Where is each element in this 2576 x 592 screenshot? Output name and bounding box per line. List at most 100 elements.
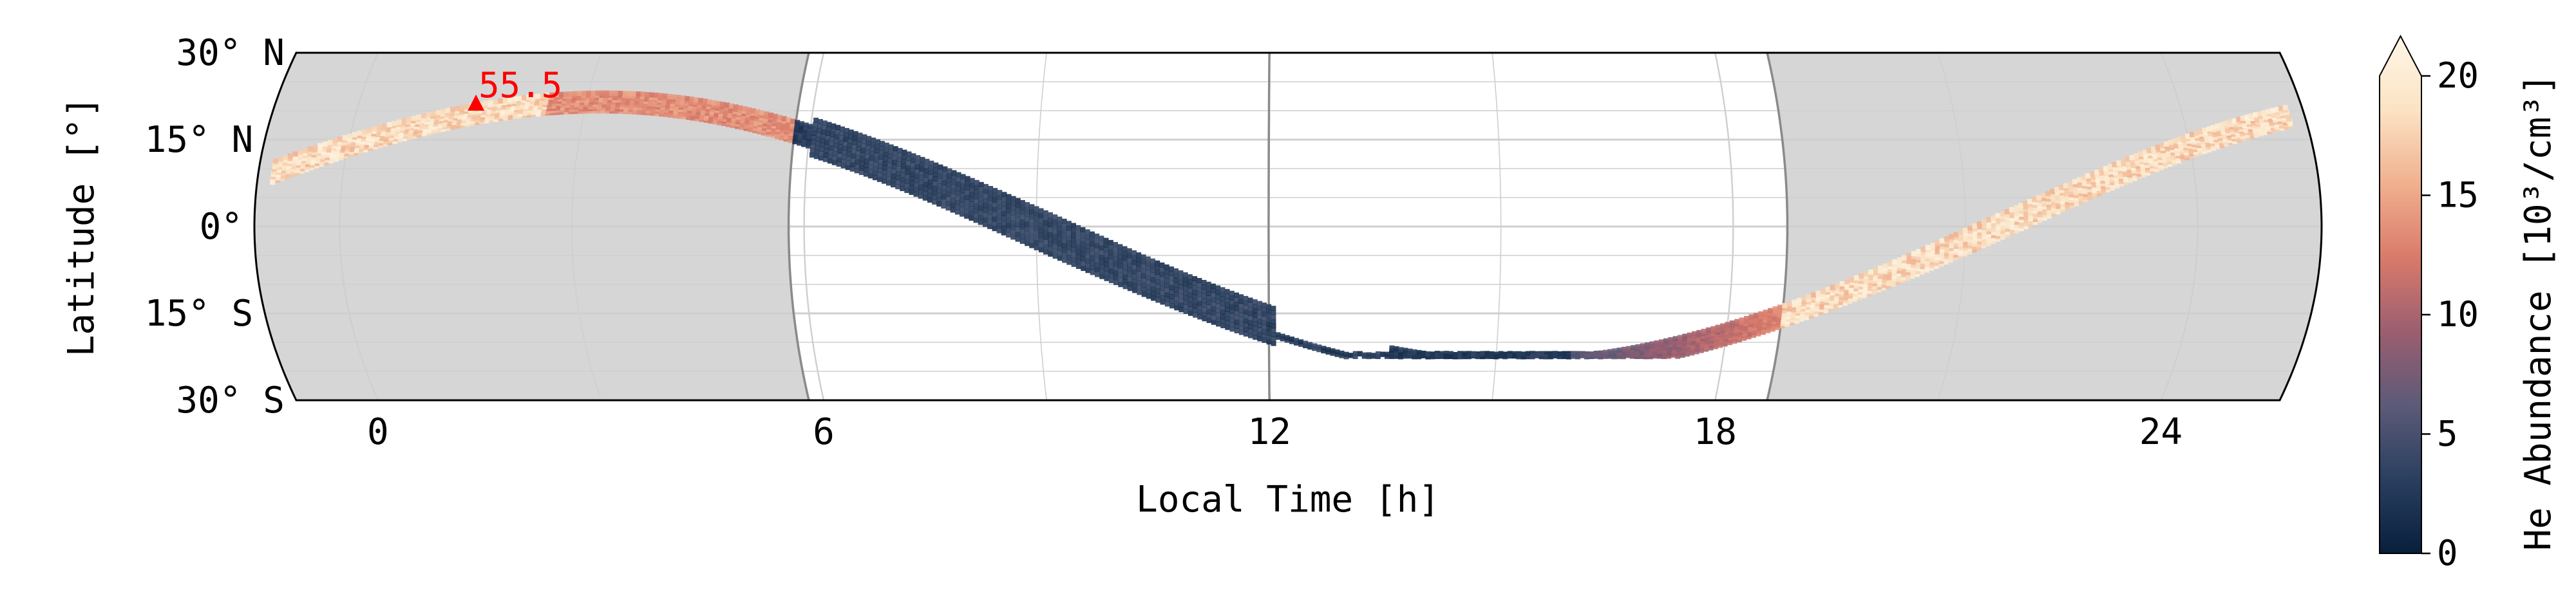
data-point: [983, 222, 988, 227]
data-point: [1001, 221, 1007, 226]
data-point: [1253, 308, 1258, 313]
data-point: [1244, 318, 1249, 323]
data-point: [1188, 274, 1193, 279]
data-point: [883, 161, 888, 166]
data-point: [997, 199, 1002, 205]
data-point: [1426, 351, 1431, 356]
data-point: [1155, 274, 1160, 279]
data-point: [1358, 351, 1363, 356]
data-point: [1257, 319, 1262, 324]
data-point: [987, 214, 992, 219]
data-point: [1244, 322, 1249, 328]
data-point: [902, 150, 907, 155]
data-point: [1811, 293, 1816, 298]
data-point: [1949, 234, 1954, 239]
data-point: [983, 217, 988, 222]
data-point: [1179, 307, 1184, 312]
data-point: [1164, 264, 1170, 270]
data-point: [1276, 332, 1281, 337]
data-point: [896, 162, 902, 167]
data-point: [1963, 228, 1968, 233]
data-point: [992, 188, 998, 193]
data-point: [1062, 238, 1067, 243]
data-point: [924, 168, 929, 173]
data-point: [421, 113, 426, 118]
data-point: [1991, 215, 1996, 220]
data-point: [1617, 347, 1622, 353]
data-point: [914, 187, 919, 192]
data-point: [1081, 237, 1086, 242]
data-point: [1589, 352, 1595, 357]
data-point: [1239, 326, 1244, 331]
data-point: [889, 144, 894, 149]
data-point: [896, 180, 901, 185]
data-point: [1266, 317, 1271, 322]
data-point: [1085, 234, 1090, 239]
data-point: [965, 176, 971, 181]
data-point: [1007, 194, 1012, 199]
data-point: [942, 176, 947, 181]
data-point: [983, 198, 988, 203]
data-point: [1127, 248, 1132, 254]
data-point: [1594, 351, 1599, 356]
data-point: [884, 143, 889, 148]
data-point: [857, 133, 862, 138]
data-point: [1271, 319, 1276, 324]
data-point: [910, 172, 915, 177]
data-point: [851, 158, 856, 163]
data-point: [1202, 298, 1207, 303]
data-point: [1006, 203, 1011, 208]
data-point: [1316, 345, 1321, 350]
data-point: [343, 135, 348, 140]
data-point: [955, 205, 960, 210]
data-point: [1720, 324, 1725, 329]
data-point: [1986, 217, 1991, 223]
data-point: [1253, 317, 1258, 322]
data-point: [1225, 307, 1230, 312]
data-point: [1995, 213, 2000, 218]
data-point: [283, 155, 289, 160]
data-point: [1094, 248, 1099, 253]
data-point: [983, 203, 988, 208]
data-point: [1457, 351, 1463, 356]
data-point: [412, 116, 417, 121]
data-point: [1034, 221, 1039, 226]
data-point: [864, 158, 869, 163]
data-point: [891, 173, 896, 178]
data-point: [1020, 234, 1025, 239]
data-point: [1188, 302, 1193, 307]
data-point: [1094, 243, 1099, 248]
data-point: [1151, 291, 1156, 296]
data-point: [946, 187, 951, 192]
data-point: [1248, 320, 1253, 325]
data-point: [1977, 221, 1982, 227]
data-point: [1132, 274, 1137, 279]
data-point: [896, 171, 901, 176]
data-point: [1920, 247, 1926, 252]
data-point: [1142, 292, 1147, 297]
data-point: [1748, 315, 1754, 320]
data-point: [932, 195, 937, 200]
data-point: [1052, 229, 1057, 234]
data-point: [1048, 222, 1053, 227]
data-point: [947, 178, 952, 183]
data-point: [1211, 297, 1216, 302]
data-point: [1211, 311, 1217, 316]
data-point: [1015, 217, 1020, 223]
data-point: [1090, 246, 1095, 251]
data-point: [1234, 319, 1239, 324]
data-point: [1039, 247, 1044, 252]
data-point: [965, 185, 970, 190]
data-point: [837, 153, 842, 158]
data-point: [1940, 239, 1945, 244]
data-point: [1844, 279, 1850, 284]
data-point: [938, 165, 943, 170]
data-point: [960, 212, 965, 217]
data-point: [1202, 302, 1207, 308]
data-point: [1801, 296, 1806, 301]
data-point: [1216, 308, 1221, 313]
data-point: [856, 146, 861, 151]
data-point: [738, 106, 743, 111]
data-point: [911, 162, 916, 167]
data-point: [1906, 253, 1911, 258]
